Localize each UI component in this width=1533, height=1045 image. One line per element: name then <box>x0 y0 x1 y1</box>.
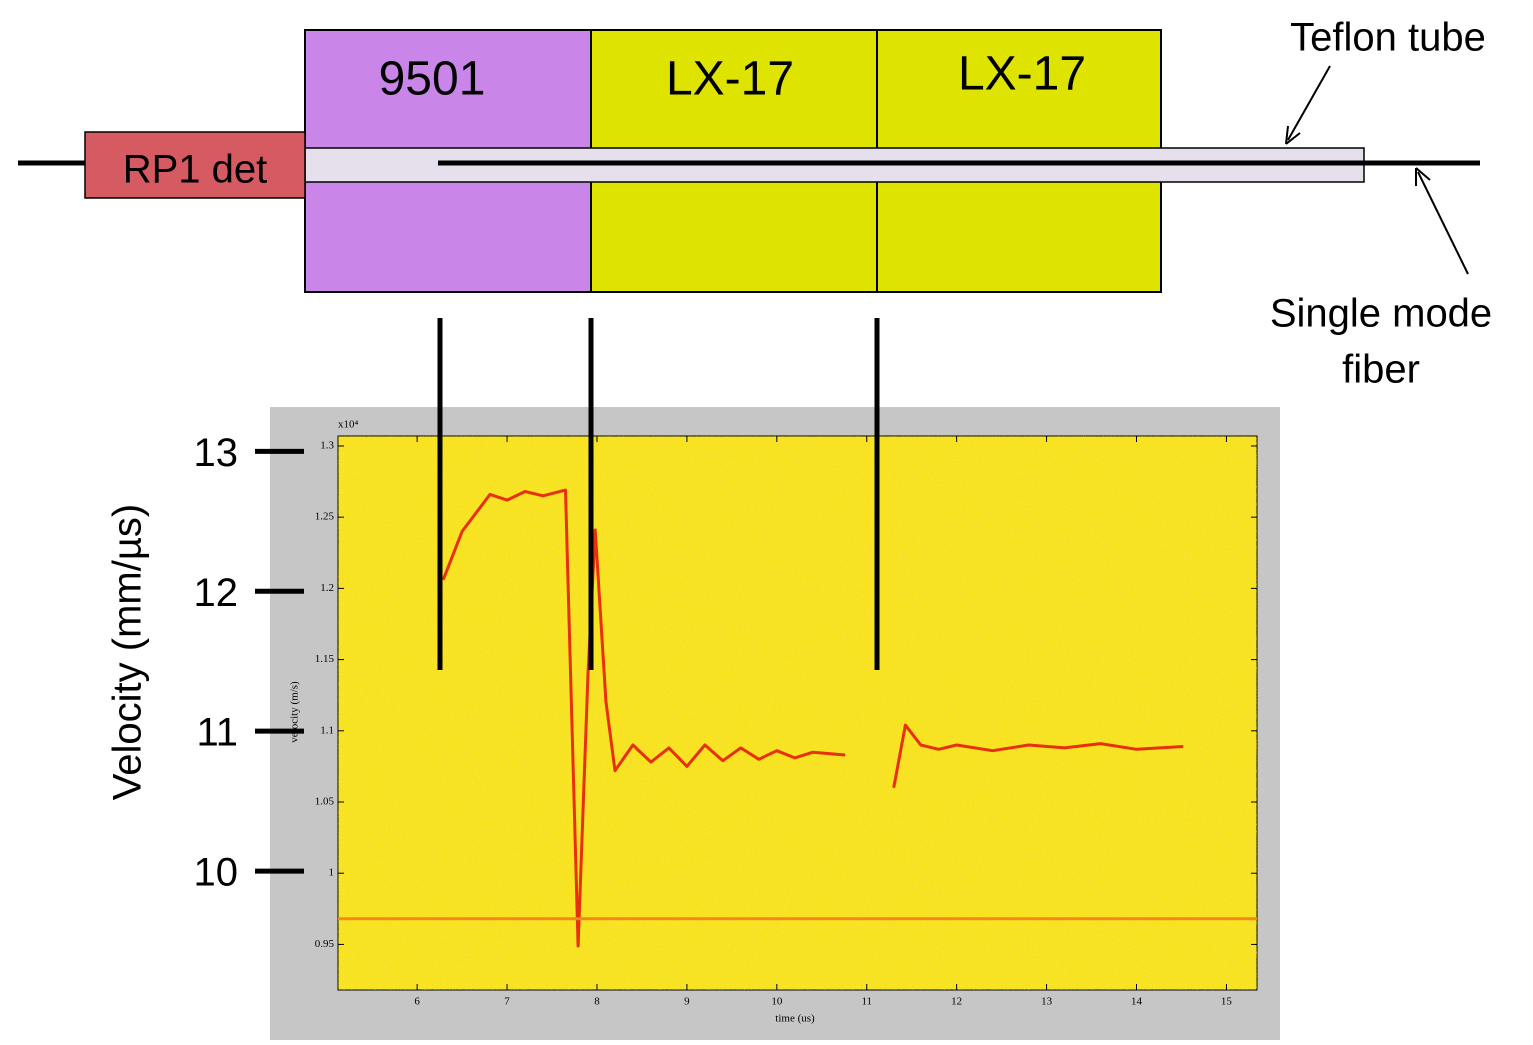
x-axis-label: time (us) <box>775 1013 815 1025</box>
y-tick-label: 1.3 <box>320 440 334 452</box>
tube-label: Teflon tube <box>1290 16 1486 60</box>
segment-label: LX-17 <box>958 48 1086 101</box>
x-tick-label: 6 <box>414 996 420 1008</box>
y-axis-label: velocity (m/s) <box>289 681 301 743</box>
velocity-trace <box>441 488 1184 948</box>
y2-tick-label: 13 <box>194 431 239 475</box>
segment-label: LX-17 <box>666 53 794 106</box>
x-tick-label: 8 <box>594 996 600 1008</box>
x-tick-label: 11 <box>861 996 872 1008</box>
arrow-head <box>1415 167 1431 186</box>
arrow-head <box>1285 125 1301 145</box>
x-tick-label: 7 <box>504 996 510 1008</box>
y2-axis-label: Velocity (mm/µs) <box>106 504 150 800</box>
x-tick-label: 9 <box>684 996 690 1008</box>
y-tick-label: 1.25 <box>315 511 335 523</box>
x-tick-label: 12 <box>951 996 962 1008</box>
arrow <box>1287 65 1331 141</box>
y-tick-label: 1 <box>329 867 335 879</box>
fiber-label: Single mode <box>1270 292 1492 336</box>
x-tick-label: 14 <box>1131 996 1143 1008</box>
fiber-label: fiber <box>1342 348 1420 392</box>
arrow <box>1417 171 1469 275</box>
y-tick-label: 0.95 <box>315 938 335 950</box>
spectrogram-noise <box>338 436 1257 990</box>
y-tick-label: 1.15 <box>315 653 335 665</box>
y-tick-label: 1.1 <box>320 724 334 736</box>
y2-tick-label: 12 <box>194 571 239 615</box>
y-tick-label: 1.2 <box>320 582 334 594</box>
x-tick-label: 10 <box>771 996 783 1008</box>
x-tick-label: 13 <box>1041 996 1053 1008</box>
y2-tick-label: 10 <box>194 851 239 895</box>
y-exponent: x10⁴ <box>338 419 359 431</box>
y2-tick-label: 11 <box>196 711 238 755</box>
detonator <box>84 131 306 199</box>
detonator-label: RP1 det <box>123 148 268 192</box>
y-tick-label: 1.05 <box>315 796 335 808</box>
x-tick-label: 15 <box>1221 996 1233 1008</box>
segment-label: 9501 <box>379 53 486 106</box>
